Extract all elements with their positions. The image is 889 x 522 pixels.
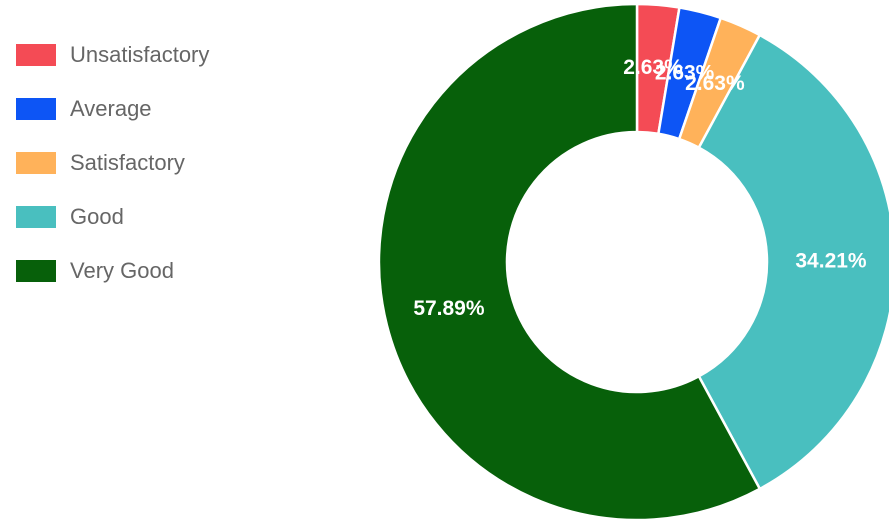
slice-value-label: 2.63% bbox=[655, 61, 715, 84]
chart-legend: Unsatisfactory Average Satisfactory Good Ver… bbox=[16, 28, 209, 298]
slice-value-label: 34.21% bbox=[795, 250, 867, 273]
legend-swatch bbox=[16, 44, 56, 66]
legend-label: Unsatisfactory bbox=[70, 42, 210, 67]
legend-label: Average bbox=[70, 96, 152, 121]
legend-label: Very Good bbox=[70, 258, 174, 283]
slice-value-label: 2.63% bbox=[623, 56, 683, 79]
legend-swatch bbox=[16, 260, 56, 282]
legend-swatch bbox=[16, 98, 56, 120]
legend-item[interactable]: Satisfactory bbox=[16, 136, 209, 190]
slice-very-good[interactable] bbox=[377, 2, 762, 522]
legend-label: Satisfactory bbox=[70, 150, 185, 175]
legend-item[interactable]: Good bbox=[16, 190, 209, 244]
legend-swatch bbox=[16, 152, 56, 174]
legend-item[interactable]: Unsatisfactory bbox=[16, 28, 209, 82]
legend-item[interactable]: Average bbox=[16, 82, 209, 136]
slice-value-label: 2.63% bbox=[685, 72, 745, 95]
legend-swatch bbox=[16, 206, 56, 228]
legend-item[interactable]: Very Good bbox=[16, 244, 209, 298]
slice-good[interactable] bbox=[697, 33, 889, 491]
legend-label: Good bbox=[70, 204, 124, 229]
slice-value-label: 57.89% bbox=[413, 297, 485, 320]
